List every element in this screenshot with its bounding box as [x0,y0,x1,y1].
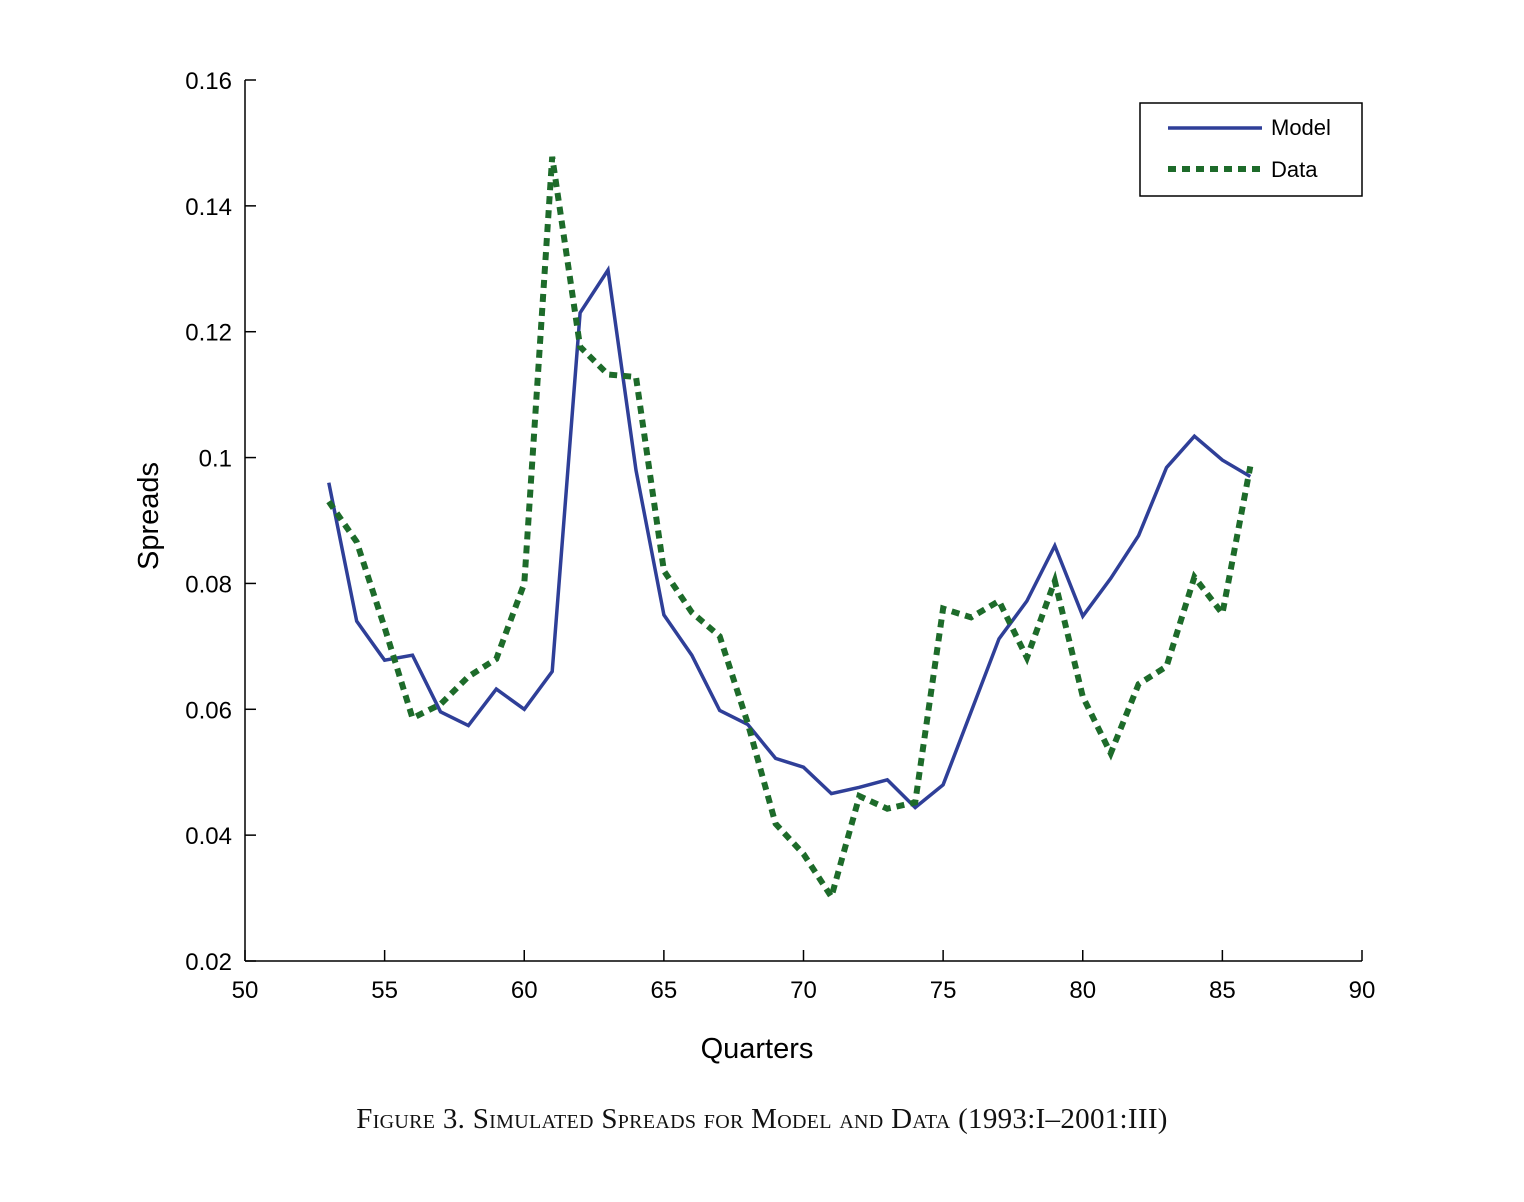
legend-box [1139,102,1363,197]
y-tick-label: 0.02 [185,949,232,976]
figure-caption: Figure 3. Simulated Spreads for Model an… [356,1103,1168,1135]
y-tick-label: 0.16 [185,68,232,95]
y-tick-label: 0.12 [185,320,232,347]
x-tick-label: 90 [1349,977,1376,1004]
y-tick-label: 0.06 [185,697,232,724]
y-tick-label: 0.08 [185,571,232,598]
x-tick-label: 65 [651,977,678,1004]
x-axis-ticks: 50 55 60 65 70 75 80 85 90 [232,950,1376,1004]
legend: Model Data [1139,102,1363,197]
x-tick-label: 85 [1209,977,1236,1004]
series-line-model [327,265,1252,810]
series-layer [326,156,1254,904]
x-tick-label: 80 [1069,977,1096,1004]
x-axis-title: Quarters [701,1033,814,1065]
legend-label-model: Model [1271,115,1331,140]
axes [244,80,1362,962]
x-tick-label: 75 [930,977,957,1004]
y-tick-label: 0.1 [199,446,232,473]
y-axis-ticks: 0.02 0.04 0.06 0.08 0.1 0.12 0.14 0.16 [185,68,256,976]
legend-label-data: Data [1271,157,1318,182]
y-tick-label: 0.04 [185,823,232,850]
series-line-data [326,156,1254,904]
x-tick-label: 70 [790,977,817,1004]
y-axis-title: Spreads [133,462,165,570]
x-tick-label: 50 [232,977,259,1004]
x-tick-label: 60 [511,977,538,1004]
y-tick-label: 0.14 [185,194,232,221]
x-tick-label: 55 [371,977,398,1004]
